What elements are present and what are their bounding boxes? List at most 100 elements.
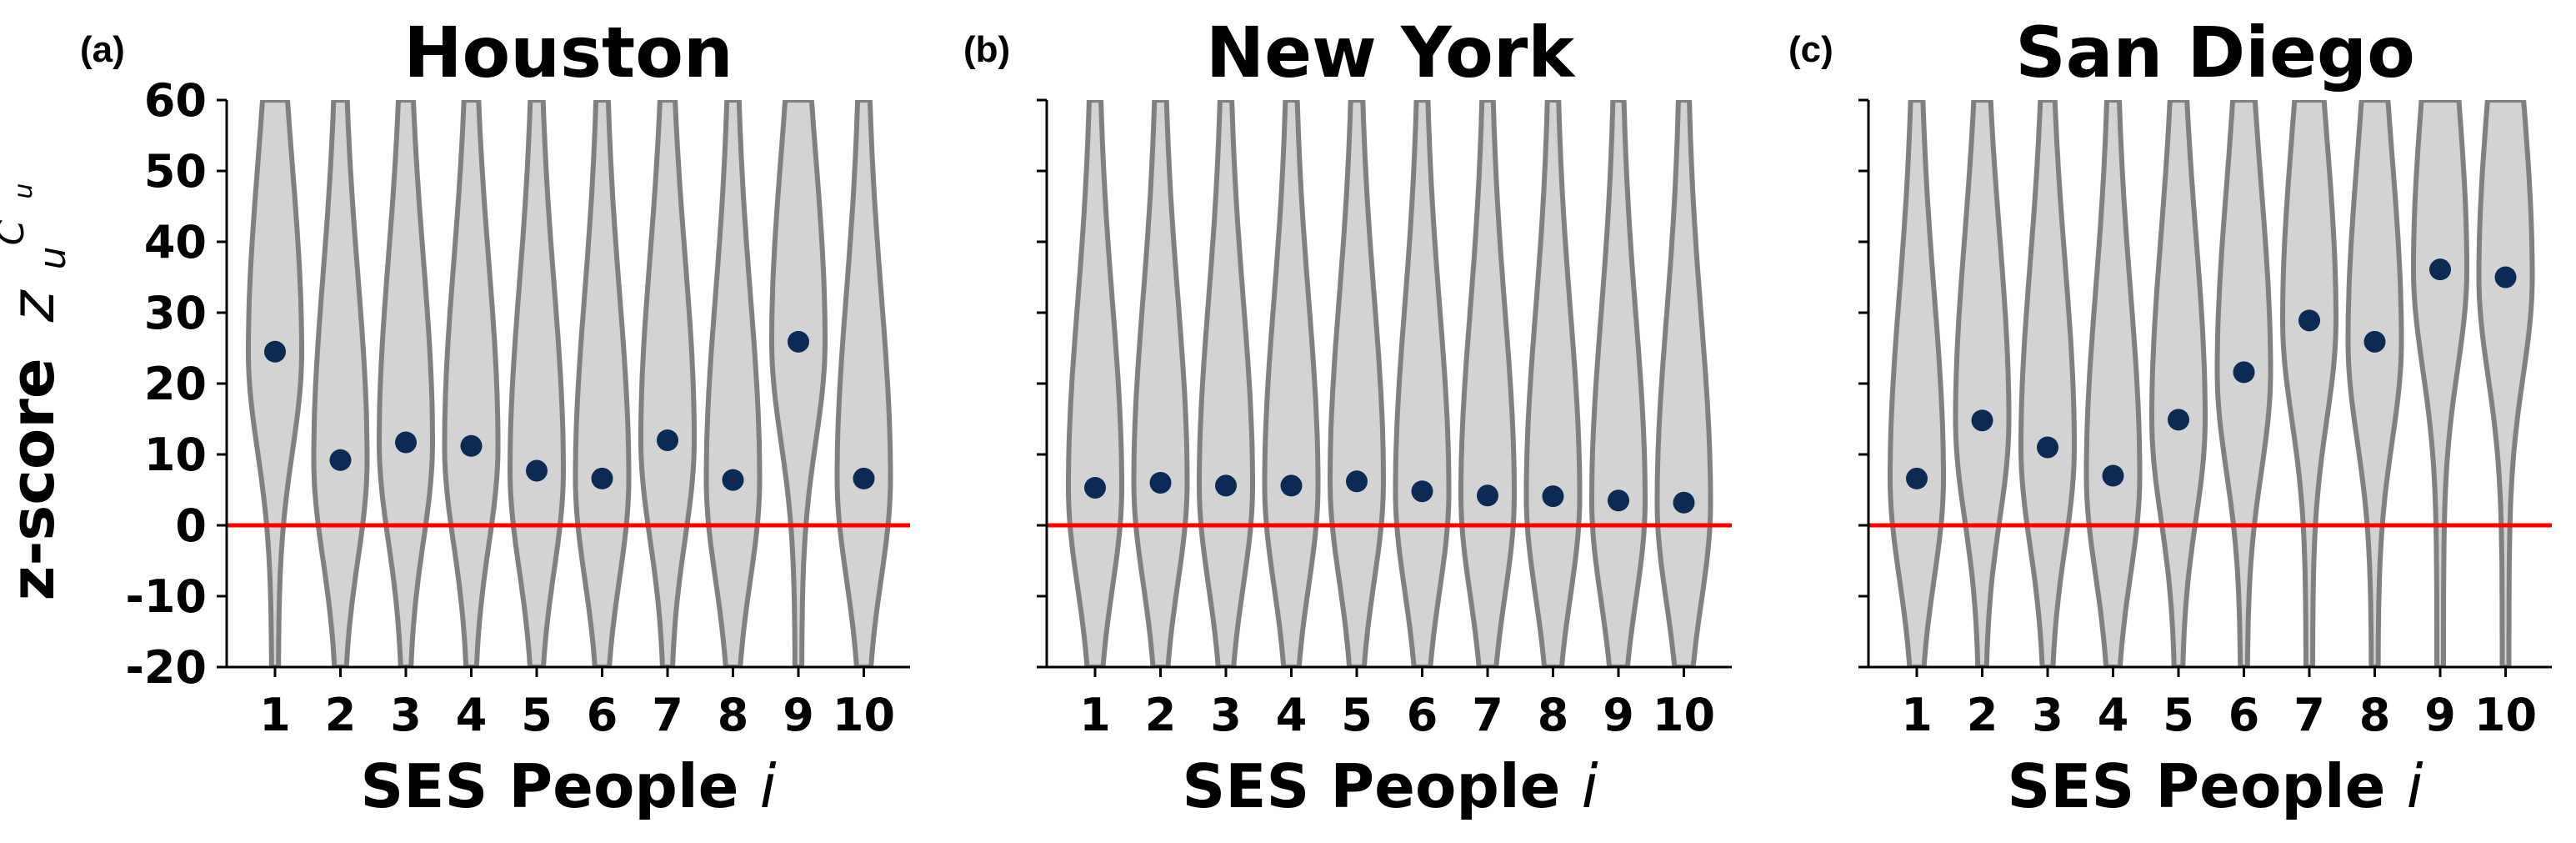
x-tick-label: 3: [2032, 689, 2063, 741]
y-axis-label-sup: C: [0, 219, 33, 245]
violin-5: [1327, 100, 1387, 667]
y-axis-label-sub: u: [32, 246, 74, 269]
violin-6: [2214, 100, 2273, 667]
x-axis-label-var: i: [1582, 751, 1598, 821]
data-point-10: [1673, 491, 1695, 514]
data-point-9: [2429, 258, 2451, 281]
data-point-3: [395, 431, 417, 454]
violin-2: [311, 100, 370, 667]
panel-title: New York: [1206, 12, 1576, 93]
x-tick-label: 5: [521, 689, 553, 741]
violins: [1888, 100, 2535, 667]
x-axis-label-text: SES People: [1182, 751, 1560, 821]
violin-3: [1197, 100, 1255, 667]
violin-6: [573, 100, 632, 667]
data-point-4: [2102, 464, 2124, 487]
data-point-1: [1084, 476, 1106, 499]
x-axis-label-var: i: [2407, 751, 2423, 821]
x-tick-label: 9: [783, 689, 814, 741]
violin-8: [2345, 100, 2404, 667]
y-axis-label: z-score z u C u: [0, 183, 74, 601]
data-point-2: [1971, 409, 1993, 432]
panel-houston: (a) Houston SES People i -20 -10 0 10 20 30 40…: [80, 12, 910, 821]
x-axis-label-text: SES People: [360, 751, 738, 821]
data-point-10: [853, 467, 875, 489]
y-tick-label: 20: [144, 358, 207, 410]
data-point-10: [2494, 266, 2517, 289]
data-point-3: [2037, 436, 2058, 459]
x-tick-label: 10: [2474, 689, 2537, 741]
y-tick-label: 10: [144, 429, 207, 481]
x-tick-label: 1: [259, 689, 291, 741]
panel-new-york: (b) New York SES People i 1 2 3 4 5 6 7 8 9 10: [963, 12, 1732, 821]
x-tick-label: 10: [1653, 689, 1715, 741]
data-point-9: [788, 330, 809, 353]
x-tick-label: 6: [1407, 689, 1438, 741]
data-point-9: [1608, 489, 1629, 512]
x-tick-label: 5: [2163, 689, 2194, 741]
violin-5: [2149, 100, 2208, 667]
x-tick-label: 5: [1341, 689, 1373, 741]
violin-2: [1953, 100, 2012, 667]
y-tick-label: -10: [125, 570, 207, 623]
x-tick-label: 3: [390, 689, 422, 741]
x-tick-label: 7: [652, 689, 683, 741]
data-point-3: [1215, 474, 1237, 497]
y-tick-label: -20: [125, 641, 207, 694]
violin-7: [2279, 100, 2339, 667]
data-point-2: [1149, 472, 1172, 494]
data-point-6: [2233, 361, 2255, 384]
panel-title: Houston: [403, 12, 733, 93]
x-tick-label: 1: [1901, 689, 1933, 741]
y-axis-label-text: z-score: [0, 358, 68, 600]
x-axis-label: SES People i: [1182, 751, 1598, 821]
x-tick-label: 6: [587, 689, 618, 741]
panel-san-diego: (c) San Diego SES People i 1 2 3 4 5 6 7 8 9 10: [1788, 12, 2552, 821]
data-point-6: [591, 467, 613, 489]
data-point-5: [526, 459, 548, 482]
x-tick-label: 8: [2359, 689, 2391, 741]
y-tick-label: 40: [144, 216, 207, 268]
x-tick-label: 7: [1472, 689, 1503, 741]
plot-area: 1 2 3 4 5 6 7 8 9 10: [1858, 98, 2552, 741]
x-axis-label: SES People i: [2007, 751, 2423, 821]
x-tick-label: 8: [718, 689, 749, 741]
panel-letter: (c): [1788, 29, 1833, 70]
violin-7: [638, 100, 697, 667]
violin-7: [1458, 100, 1517, 667]
violin-5: [507, 100, 567, 667]
data-point-2: [329, 449, 352, 471]
violin-2: [1131, 100, 1190, 667]
violin-9: [2411, 100, 2469, 667]
data-point-1: [264, 340, 286, 363]
violin-4: [442, 100, 501, 667]
x-tick-label: 4: [1276, 689, 1308, 741]
y-tick-label: 0: [175, 499, 207, 552]
panel-letter: (a): [80, 29, 125, 70]
violin-10: [2476, 100, 2535, 667]
x-tick-label: 10: [833, 689, 895, 741]
violin-1: [1066, 100, 1124, 667]
data-point-6: [1411, 480, 1433, 503]
data-point-5: [2168, 409, 2189, 431]
violin-6: [1393, 100, 1452, 667]
x-tick-label: 6: [2228, 689, 2260, 741]
violin-3: [376, 100, 436, 667]
x-tick-label: 2: [1145, 689, 1177, 741]
data-point-7: [657, 429, 678, 451]
x-tick-label: 9: [1603, 689, 1634, 741]
x-tick-label: 1: [1079, 689, 1111, 741]
data-point-7: [1477, 484, 1498, 507]
x-axis-label-text: SES People: [2007, 751, 2385, 821]
panel-letter: (b): [963, 29, 1010, 70]
x-axis-label-var: i: [760, 751, 777, 821]
data-point-8: [1542, 485, 1564, 508]
violin-1: [246, 100, 304, 667]
y-tick-label: 50: [144, 145, 207, 198]
data-point-1: [1906, 467, 1928, 489]
violins: [246, 100, 893, 667]
data-point-7: [2298, 309, 2320, 332]
data-point-4: [460, 434, 483, 457]
violin-4: [1262, 100, 1321, 667]
